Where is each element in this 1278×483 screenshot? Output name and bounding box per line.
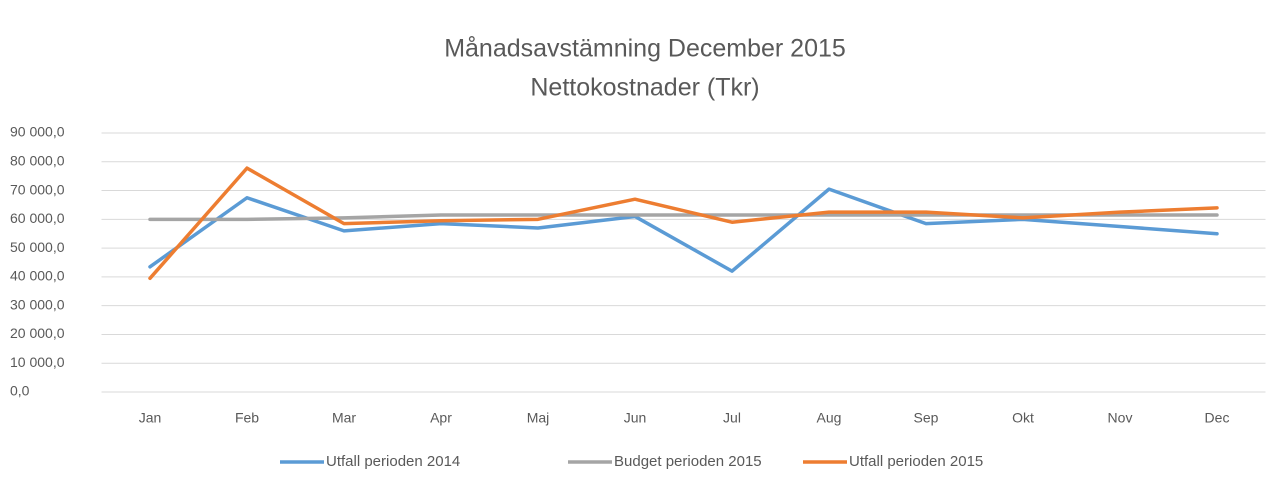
y-tick-label: 20 000,0 — [10, 325, 65, 341]
series-line — [148, 187, 1219, 273]
x-tick-label: Feb — [235, 410, 259, 426]
x-tick-label: Okt — [1012, 410, 1034, 426]
y-tick-label: 40 000,0 — [10, 268, 65, 284]
x-tick-label: Dec — [1205, 410, 1230, 426]
y-tick-label: 50 000,0 — [10, 239, 65, 255]
y-tick-label: 0,0 — [10, 383, 30, 399]
x-tick-label: Jul — [723, 410, 741, 426]
x-tick-label: Aug — [817, 410, 842, 426]
x-tick-label: Jun — [624, 410, 647, 426]
y-tick-label: 60 000,0 — [10, 210, 65, 226]
chart-title: Månadsavstämning December 2015 — [444, 35, 846, 63]
y-tick-label: 30 000,0 — [10, 296, 65, 312]
legend-label: Budget perioden 2015 — [614, 453, 762, 470]
series-line — [148, 213, 1219, 222]
x-tick-label: Jan — [139, 410, 162, 426]
x-tick-label: Sep — [914, 410, 939, 426]
y-tick-label: 10 000,0 — [10, 354, 65, 370]
y-tick-label: 70 000,0 — [10, 181, 65, 197]
legend-label: Utfall perioden 2014 — [326, 453, 460, 470]
y-tick-label: 80 000,0 — [10, 152, 65, 168]
x-tick-label: Apr — [430, 410, 452, 426]
x-tick-label: Maj — [527, 410, 550, 426]
x-tick-label: Nov — [1108, 410, 1133, 426]
chart-subtitle: Nettokostnader (Tkr) — [530, 74, 759, 102]
series-line — [148, 166, 1219, 281]
y-tick-label: 90 000,0 — [10, 124, 65, 140]
x-tick-label: Mar — [332, 410, 356, 426]
legend-label: Utfall perioden 2015 — [849, 453, 983, 470]
